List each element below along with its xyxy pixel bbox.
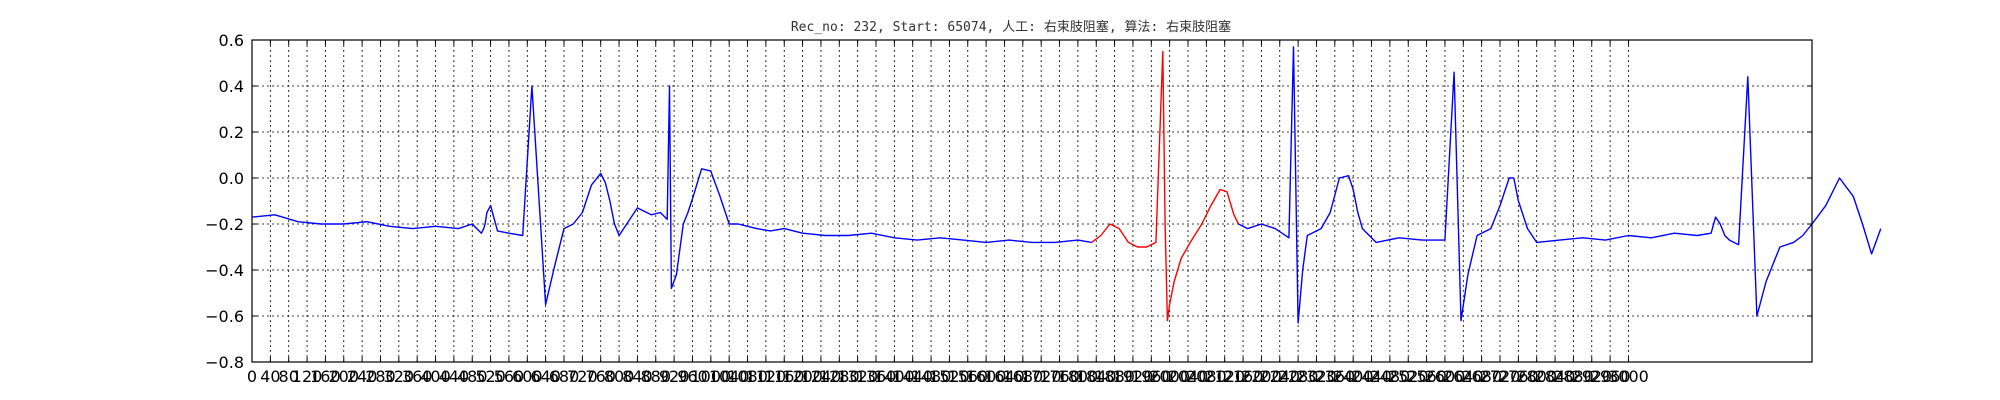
x-tick-label: 2080 [1186,367,1227,386]
x-tick-label: 2120 [1204,367,1245,386]
x-tick-label: 2680 [1461,367,1502,386]
x-tick-label: 520 [475,367,506,386]
x-tick-label: 760 [585,367,616,386]
x-tick-label: 2000 [1149,367,1190,386]
x-tick-label: 1960 [1131,367,1172,386]
x-tick-label: 1440 [892,367,933,386]
x-tick-label: 1600 [966,367,1007,386]
x-tick-label: 1240 [801,367,842,386]
x-tick-label: 2160 [1223,367,1264,386]
x-tick-label: 1880 [1094,367,1135,386]
x-tick-label: 1680 [1002,367,1043,386]
series-line-2 [1091,50,1240,322]
x-tick-label: 2560 [1406,367,1447,386]
x-tick-label: 2840 [1535,367,1576,386]
x-tick-label: 2360 [1314,367,1355,386]
x-tick-label: 1000 [690,367,731,386]
x-tick-label: 2200 [1241,367,1282,386]
x-tick-label: 480 [457,367,488,386]
series-group [251,46,1882,324]
x-axis: 0 408012016020024028032036040044048052056… [247,40,1649,386]
x-tick-label: 1640 [984,367,1025,386]
y-tick-label: −0.6 [205,307,244,326]
x-tick-label: 360 [402,367,433,386]
y-tick-label: −0.8 [205,353,244,372]
plot-frame [251,39,1813,363]
x-tick-label: 2960 [1590,367,1631,386]
chart-title: Rec_no: 232, Start: 65074, 人工: 右束肢阻塞, 算法… [791,19,1231,35]
x-tick-label: 720 [567,367,598,386]
x-tick-label: 2520 [1388,367,1429,386]
x-tick-label: 1280 [819,367,860,386]
x-tick-label: 120 [292,367,323,386]
y-axis: −0.8 −0.6 −0.4 −0.2 0.0 0.2 0.4 0.6 [205,31,1812,372]
y-tick-label: 0.2 [219,123,244,142]
x-tick-label: 680 [549,367,580,386]
x-tick-label: 640 [530,367,561,386]
x-tick-label: 1120 [746,367,787,386]
x-tick-label: 160 [310,367,341,386]
x-tick-label: 400 [420,367,451,386]
series-line-3 [1238,46,1882,324]
x-tick-label: 1040 [709,367,750,386]
x-tick-label: 1800 [1058,367,1099,386]
x-tick-label: 2760 [1498,367,1539,386]
y-tick-label: −0.2 [205,215,244,234]
y-tick-label: 0.0 [219,169,244,188]
x-tick-label: 800 [604,367,635,386]
x-tick-label: 1520 [929,367,970,386]
x-tick-label: 1920 [1113,367,1154,386]
x-tick-label: 2320 [1296,367,1337,386]
x-tick-label: 0 [247,367,257,386]
x-tick-label: 960 [677,367,708,386]
x-tick-label: 2040 [1168,367,1209,386]
y-tick-label: −0.4 [205,261,244,280]
y-tick-label: 0.4 [219,77,244,96]
x-tick-label: 840 [622,367,653,386]
x-tick-label: 2400 [1333,367,1374,386]
x-tick-label: 1080 [727,367,768,386]
x-tick-label: 1200 [782,367,823,386]
x-tick-label: 320 [384,367,415,386]
x-tick-label: 2440 [1351,367,1392,386]
x-tick-label: 1320 [837,367,878,386]
grid [252,40,1812,362]
x-tick-label: 2600 [1425,367,1466,386]
x-tick-label: 1840 [1076,367,1117,386]
x-tick-label: 2880 [1553,367,1594,386]
y-tick-label: 0.6 [219,31,244,50]
x-tick-label: 80 [279,367,299,386]
x-tick-label: 2240 [1259,367,1300,386]
x-tick-label: 600 [512,367,543,386]
x-tick-label: 880 [640,367,671,386]
x-tick-label: 200 [328,367,359,386]
x-tick-label: 2800 [1516,367,1557,386]
x-tick-label: 1400 [874,367,915,386]
x-tick-label: 1160 [764,367,805,386]
x-tick-label: 2280 [1278,367,1319,386]
x-tick-label: 240 [347,367,378,386]
x-tick-label: 440 [439,367,470,386]
x-tick-label: 2720 [1480,367,1521,386]
x-tick-label: 1760 [1039,367,1080,386]
x-tick-label: 1360 [856,367,897,386]
x-tick-label: 2920 [1571,367,1612,386]
x-tick-label: 1720 [1021,367,1062,386]
x-tick-label: 2480 [1370,367,1411,386]
x-tick-label: 40 [260,367,280,386]
x-tick-label: 1480 [911,367,952,386]
x-tick-label: 560 [494,367,525,386]
x-tick-label: 2640 [1443,367,1484,386]
series-line-1 [251,85,1092,306]
x-tick-label: 920 [659,367,690,386]
x-tick-label: 280 [365,367,396,386]
x-tick-label: 1560 [947,367,988,386]
x-tick-label: 3000 [1608,367,1649,386]
